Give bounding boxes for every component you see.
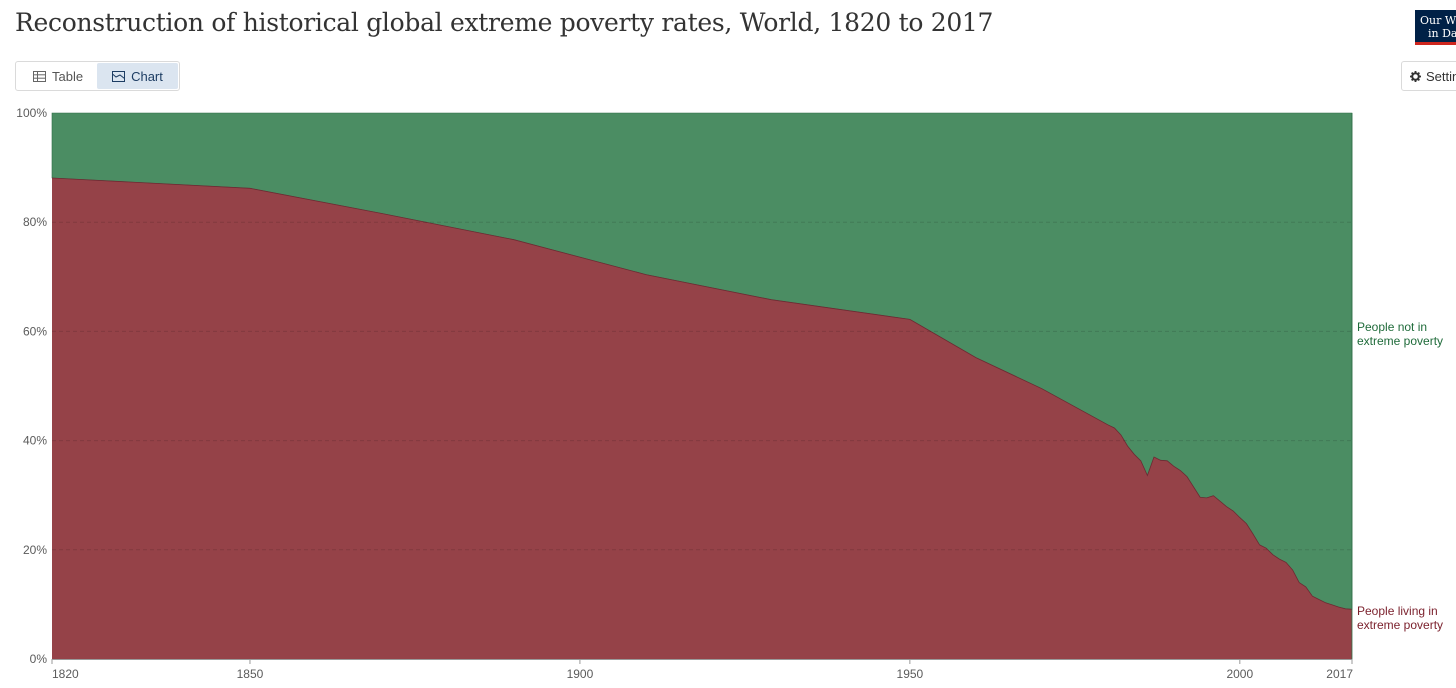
y-tick-label: 20% [23, 543, 47, 557]
table-icon [33, 70, 46, 82]
chart-icon [112, 70, 126, 82]
tab-table-label: Table [52, 68, 84, 84]
gear-icon [1410, 70, 1421, 82]
area-series [51, 112, 1353, 659]
y-tick-label: 60% [23, 324, 47, 338]
tab-chart[interactable]: Chart [97, 63, 178, 89]
logo-line-2: in Data [1428, 27, 1456, 40]
settings-button[interactable]: Settings [1401, 61, 1456, 91]
x-tick-label: 1900 [567, 667, 594, 681]
logo-line-1: Our World [1420, 14, 1456, 27]
axes: 0% 20% 40% 60% 80% 100% 1820 1850 1900 1950 2000 20… [16, 106, 1353, 681]
legend-label-not-in-extreme-poverty: extreme poverty [1357, 334, 1443, 348]
x-tick-label: 2000 [1226, 667, 1253, 681]
y-tick-label: 40% [23, 434, 47, 448]
view-tabs: Table Chart [15, 61, 180, 91]
y-tick-label: 100% [16, 106, 47, 120]
legend-label-living-in-extreme-poverty: extreme poverty [1357, 618, 1443, 632]
tab-chart-label: Chart [131, 68, 163, 84]
x-tick-label: 1950 [897, 667, 924, 681]
area-living-in-extreme-poverty [52, 178, 1352, 659]
owid-logo[interactable]: Our World in Data [1415, 10, 1456, 45]
tab-table[interactable]: Table [17, 63, 97, 89]
y-tick-label: 0% [30, 652, 48, 666]
page-title: Reconstruction of historical global extr… [15, 8, 994, 37]
legend-label-living-in-extreme-poverty: People living in [1357, 604, 1438, 618]
x-tick-label: 2017 [1326, 667, 1353, 681]
legend-label-not-in-extreme-poverty: People not in [1357, 320, 1427, 334]
y-tick-label: 80% [23, 215, 47, 229]
poverty-boundary-line [51, 177, 1353, 610]
settings-label: Settings [1426, 68, 1456, 84]
x-tick-label: 1820 [52, 667, 79, 681]
x-tick-label: 1850 [237, 667, 264, 681]
